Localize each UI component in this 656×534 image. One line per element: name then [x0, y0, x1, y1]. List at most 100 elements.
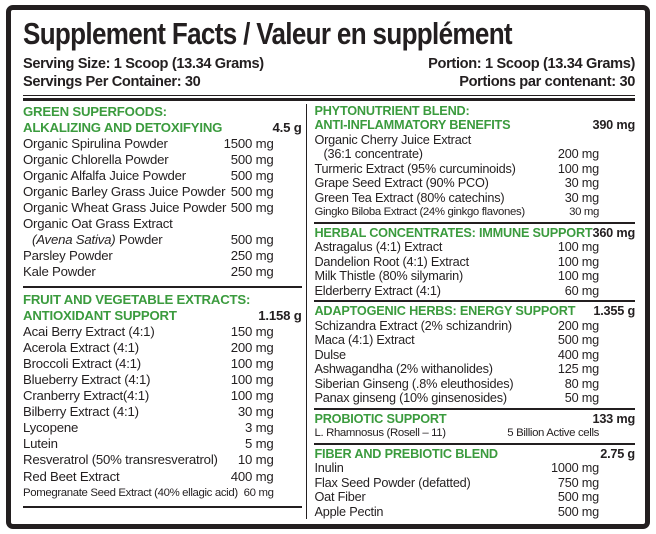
ingredient-name: Elderberry Extract (4:1) [314, 283, 441, 298]
serving-size-row: Serving Size: 1 Scoop (13.34 Grams) Port… [23, 56, 635, 74]
section-name: ANTI-INFLAMMATORY BENEFITS [314, 118, 511, 132]
section-total: 390 mg [592, 118, 635, 132]
ingredient-name: Green Tea Extract (80% catechins) [314, 190, 505, 205]
ingredient-amount: 500 mg [557, 504, 599, 519]
ingredient-amount: 125 mg [557, 362, 599, 376]
section-name: FRUIT AND VEGETABLE EXTRACTS: [23, 291, 251, 307]
ingredient-row: Organic Alfalfa Juice Powder 500 mg [23, 168, 302, 184]
serving-size-en: Serving Size: 1 Scoop (13.34 Grams) [23, 56, 264, 72]
serving-info: Serving Size: 1 Scoop (13.34 Grams) Port… [23, 56, 635, 91]
section-name: FIBER AND PREBIOTIC BLEND [314, 446, 498, 461]
ingredient-row: Bilberry Extract (4:1) 30 mg [23, 404, 302, 420]
section: FIBER AND PREBIOTIC BLEND 2.75 g Inulin 100… [314, 447, 635, 520]
ingredient-name: Dandelion Root (4:1) Extract [314, 254, 469, 269]
section: ADAPTOGENIC HERBS: ENERGY SUPPORT 1.355 g… [314, 304, 635, 406]
ingredient-row: Flax Seed Powder (defatted) 750 mg [314, 476, 635, 491]
ingredient-amount: 3 mg [245, 420, 274, 436]
ingredient-amount: 100 mg [557, 269, 599, 283]
ingredient-row: (36:1 concentrate) 200 mg [314, 147, 635, 162]
ingredient-name: Organic Oat Grass Extract [23, 216, 173, 232]
ingredient-name: Lutein [23, 436, 58, 452]
ingredient-amount: 50 mg [564, 391, 599, 405]
section-total: 1.158 g [258, 307, 302, 323]
ingredient-name: Oat Fiber [314, 490, 366, 504]
ingredient-amount: 60 mg [243, 486, 274, 499]
section-rule [314, 300, 635, 302]
ingredient-row: Cranberry Extract(4:1) 100 mg [23, 388, 302, 404]
section-total: 4.5 g [272, 119, 302, 135]
ingredient-amount: 500 mg [230, 232, 274, 248]
ingredient-name: Organic Chlorella Powder [23, 151, 169, 167]
right-column: PHYTONUTRIENT BLEND: ANTI-INFLAMMATORY BE… [307, 104, 635, 520]
ingredient-row: Broccoli Extract (4:1) 100 mg [23, 356, 302, 372]
ingredient-name: Lycopene [23, 420, 79, 436]
ingredient-amount: 30 mg [569, 206, 599, 218]
section: FRUIT AND VEGETABLE EXTRACTS: ANTIOXIDANT… [23, 292, 302, 501]
ingredient-amount: 1500 mg [223, 135, 274, 151]
ingredient-amount: 100 mg [230, 372, 274, 387]
section-rule [23, 285, 302, 288]
section: HERBAL CONCENTRATES: IMMUNE SUPPORT 360 m… [314, 226, 635, 299]
ingredient-row: Inulin 1000 mg [314, 461, 635, 476]
ingredient-row: Dandelion Root (4:1) Extract 100 mg [314, 255, 635, 270]
label-box: Supplement Facts / Valeur en supplément … [6, 5, 650, 529]
ingredient-name: Gingko Biloba Extract (24% ginkgo flavon… [314, 206, 525, 218]
ingredient-amount: 5 mg [245, 436, 274, 452]
ingredient-amount: 30 mg [564, 176, 599, 190]
ingredient-row: Turmeric Extract (95% curcuminoids) 100 m… [314, 162, 635, 177]
ingredient-name: Cranberry Extract(4:1) [23, 388, 150, 404]
ingredient-amount: 10 mg [237, 452, 274, 468]
ingredient-amount: 80 mg [564, 376, 599, 391]
ingredient-row: L. Rhamnosus (Rosell – 11) 5 Billion Acti… [314, 426, 635, 441]
ingredient-name: Grape Seed Extract (90% PCO) [314, 176, 489, 190]
ingredient-name: Ashwagandha (2% withanolides) [314, 362, 493, 376]
section-header: FIBER AND PREBIOTIC BLEND 2.75 g [314, 447, 635, 462]
servings-count-fr: Portions par contenant: 30 [459, 73, 635, 90]
ingredient-name: Resveratrol (50% transresveratrol) [23, 452, 218, 468]
ingredient-row: Grape Seed Extract (90% PCO) 30 mg [314, 176, 635, 191]
ingredient-name: Acerola Extract (4:1) [23, 339, 139, 355]
ingredient-name: Parsley Powder [23, 248, 113, 264]
section: PROBIOTIC SUPPORT 133 mg L. Rhamnosus (Ros… [314, 412, 635, 441]
ingredient-row: Pomegranate Seed Extract (40% ellagic ac… [23, 485, 302, 501]
ingredient-amount: 500 mg [230, 183, 274, 199]
ingredient-row: Organic Chlorella Powder 500 mg [23, 152, 302, 168]
ingredient-name: Panax ginseng (10% ginsenosides) [314, 391, 507, 405]
ingredient-amount: 400 mg [230, 468, 274, 484]
section-header: HERBAL CONCENTRATES: IMMUNE SUPPORT 360 m… [314, 226, 635, 241]
ingredient-name: Pomegranate Seed Extract (40% ellagic ac… [23, 486, 238, 499]
ingredient-row: Red Beet Extract 400 mg [23, 469, 302, 485]
ingredient-amount: 200 mg [230, 339, 274, 355]
section-name: GREEN SUPERFOODS: [23, 103, 167, 119]
section-total: 360 mg [592, 225, 635, 240]
section-name: PROBIOTIC SUPPORT [314, 411, 447, 426]
ingredient-row: Blueberry Extract (4:1) 100 mg [23, 372, 302, 388]
section-header: GREEN SUPERFOODS: [23, 104, 302, 120]
header-thick-rule [23, 95, 635, 101]
ingredient-name: Siberian Ginseng (.8% eleuthosides) [314, 376, 514, 391]
section-total: 133 mg [592, 411, 635, 426]
columns: GREEN SUPERFOODS: ALKALIZING AND DETOXIFY… [23, 103, 635, 520]
ingredient-amount: 30 mg [237, 404, 274, 420]
ingredient-amount: 100 mg [557, 161, 599, 176]
ingredient-amount: 400 mg [557, 347, 599, 362]
ingredient-row: Ashwagandha (2% withanolides) 125 mg [314, 362, 635, 377]
ingredient-name: Astragalus (4:1) Extract [314, 240, 443, 254]
ingredient-amount: 200 mg [557, 147, 599, 161]
ingredient-name: Flax Seed Powder (defatted) [314, 475, 471, 490]
ingredient-name: Broccoli Extract (4:1) [23, 355, 141, 371]
ingredient-amount: 100 mg [557, 254, 599, 269]
ingredient-row: Green Tea Extract (80% catechins) 30 mg [314, 191, 635, 206]
ingredient-name: Red Beet Extract [23, 468, 120, 484]
ingredient-row: Gingko Biloba Extract (24% ginkgo flavon… [314, 205, 635, 220]
section-rule [314, 407, 635, 410]
section: PHYTONUTRIENT BLEND: ANTI-INFLAMMATORY BE… [314, 104, 635, 220]
serving-size-fr: Portion: 1 Scoop (13.34 Grams) [428, 56, 635, 72]
ingredient-amount: 500 mg [557, 490, 599, 504]
section-name: PHYTONUTRIENT BLEND: [314, 103, 470, 118]
ingredient-amount: 60 mg [564, 283, 599, 298]
ingredient-row: Lycopene 3 mg [23, 420, 302, 436]
section-header: ALKALIZING AND DETOXIFYING 4.5 g [23, 120, 302, 136]
ingredient-amount: 1000 mg [551, 461, 599, 475]
